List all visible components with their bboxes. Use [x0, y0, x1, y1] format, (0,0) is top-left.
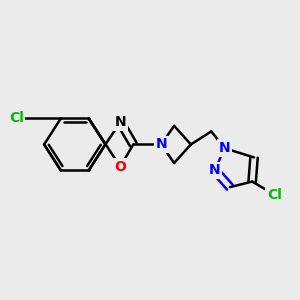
Text: Cl: Cl	[9, 111, 24, 125]
Text: O: O	[114, 160, 126, 174]
Text: N: N	[209, 164, 221, 177]
Text: N: N	[115, 115, 126, 129]
Text: N: N	[155, 137, 167, 152]
Text: N: N	[218, 141, 230, 155]
Text: Cl: Cl	[267, 188, 282, 202]
